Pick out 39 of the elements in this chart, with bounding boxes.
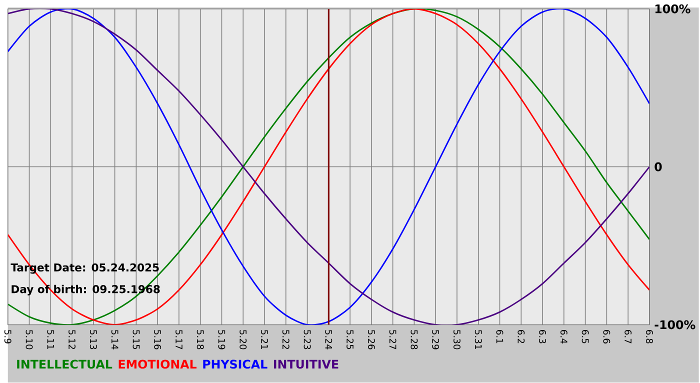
x-tick-label: 5.28: [410, 330, 418, 350]
x-tick-label: 5.24: [325, 330, 332, 350]
text: PHYSICAL: [203, 360, 268, 369]
x-tick-label: 6.1: [496, 330, 504, 344]
x-tick-label: 5.15: [132, 330, 140, 350]
x-tick-label: 5.17: [176, 330, 182, 350]
x-tick-label: 5.14: [111, 330, 118, 350]
x-tick-label: 6.2: [518, 330, 525, 344]
x-tick-label: 5.11: [47, 330, 54, 350]
x-tick-label: 6.7: [624, 330, 632, 344]
x-tick-label: 5.29: [432, 330, 440, 350]
x-tick-label: 5.26: [368, 330, 375, 350]
x-tick-label: 6.5: [582, 330, 589, 344]
x-tick-label: 5.10: [26, 330, 33, 350]
x-tick-label: 5.25: [346, 330, 354, 350]
x-tick-label: 5.13: [90, 330, 97, 350]
x-tick-label: 5.20: [240, 330, 247, 350]
x-tick-label: 6.6: [603, 330, 610, 344]
text: INTUITIVE: [274, 360, 338, 369]
x-tick-label: 5.9: [4, 330, 12, 344]
x-tick-label: 5.30: [454, 330, 460, 350]
text: EMOTIONAL: [118, 360, 197, 369]
x-tick-label: 5.19: [218, 330, 226, 350]
x-tick-label: 5.18: [196, 330, 204, 350]
line-series: [8, 9, 650, 325]
x-tick-label: 6.3: [539, 330, 546, 344]
x-tick-label: 5.23: [304, 330, 311, 350]
x-tick-label: 5.12: [68, 330, 76, 350]
text: INTELLECTUAL: [17, 360, 112, 369]
x-tick-label: 5.16: [154, 330, 162, 350]
x-tick-label: 6.8: [646, 330, 653, 344]
y-tick-label: 100%: [655, 4, 690, 14]
y-tick-label: 0: [654, 162, 662, 172]
x-tick-label: 5.27: [389, 330, 396, 350]
x-tick-label: 5.22: [282, 330, 290, 350]
x-tick-label: 6.4: [560, 330, 568, 344]
y-tick-label: -100%: [654, 320, 696, 330]
x-tick-label: 5.21: [261, 330, 268, 350]
x-tick-label: 5.31: [474, 330, 482, 350]
